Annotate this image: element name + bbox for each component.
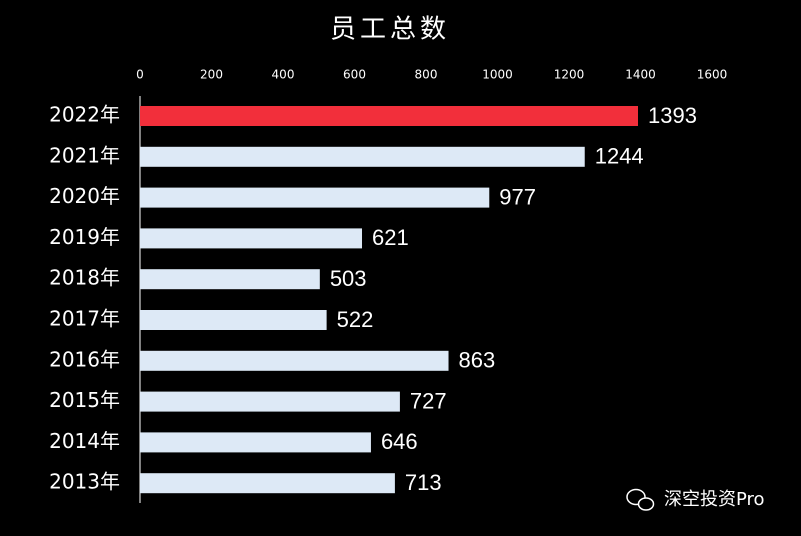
bar [140, 269, 320, 290]
value-label: 1393 [648, 103, 697, 128]
value-label: 1244 [595, 144, 644, 169]
x-tick-label: 1600 [697, 68, 728, 82]
x-tick-label: 600 [343, 68, 366, 82]
value-label: 522 [337, 307, 374, 332]
bar [140, 228, 363, 249]
value-label: 503 [330, 266, 367, 291]
x-tick-label: 1200 [554, 68, 585, 82]
y-tick-label: 2021年 [49, 143, 120, 167]
y-tick-label: 2015年 [49, 388, 120, 412]
value-label: 977 [499, 184, 536, 209]
x-tick-label: 200 [200, 68, 223, 82]
y-tick-label: 2019年 [49, 225, 120, 249]
bar [140, 310, 327, 330]
x-tick-label: 1400 [625, 68, 656, 82]
wechat-icon [626, 488, 655, 511]
bar [140, 350, 449, 371]
y-tick-label: 2017年 [49, 307, 120, 331]
y-tick-label: 2013年 [49, 470, 120, 494]
watermark: 深空投资Pro [664, 489, 765, 510]
y-tick-label: 2022年 [49, 103, 120, 127]
y-tick-label: 2018年 [49, 266, 120, 290]
x-tick-label: 1000 [482, 68, 513, 82]
bar [140, 146, 585, 167]
value-label: 713 [405, 470, 442, 495]
x-tick-label: 0 [136, 68, 144, 82]
chart-title: 员工总数 [330, 15, 450, 45]
bar [140, 106, 638, 126]
x-tick-label: 400 [272, 68, 295, 82]
value-label: 727 [410, 388, 447, 413]
bar [140, 432, 371, 453]
value-label: 863 [459, 348, 496, 373]
y-tick-label: 2020年 [49, 184, 120, 208]
bar [140, 187, 490, 208]
bar [140, 391, 400, 412]
value-label: 621 [372, 225, 409, 250]
y-tick-label: 2014年 [49, 429, 120, 453]
x-tick-label: 800 [415, 68, 438, 82]
bar [140, 473, 395, 494]
y-tick-label: 2016年 [49, 347, 120, 371]
value-label: 646 [381, 429, 418, 454]
